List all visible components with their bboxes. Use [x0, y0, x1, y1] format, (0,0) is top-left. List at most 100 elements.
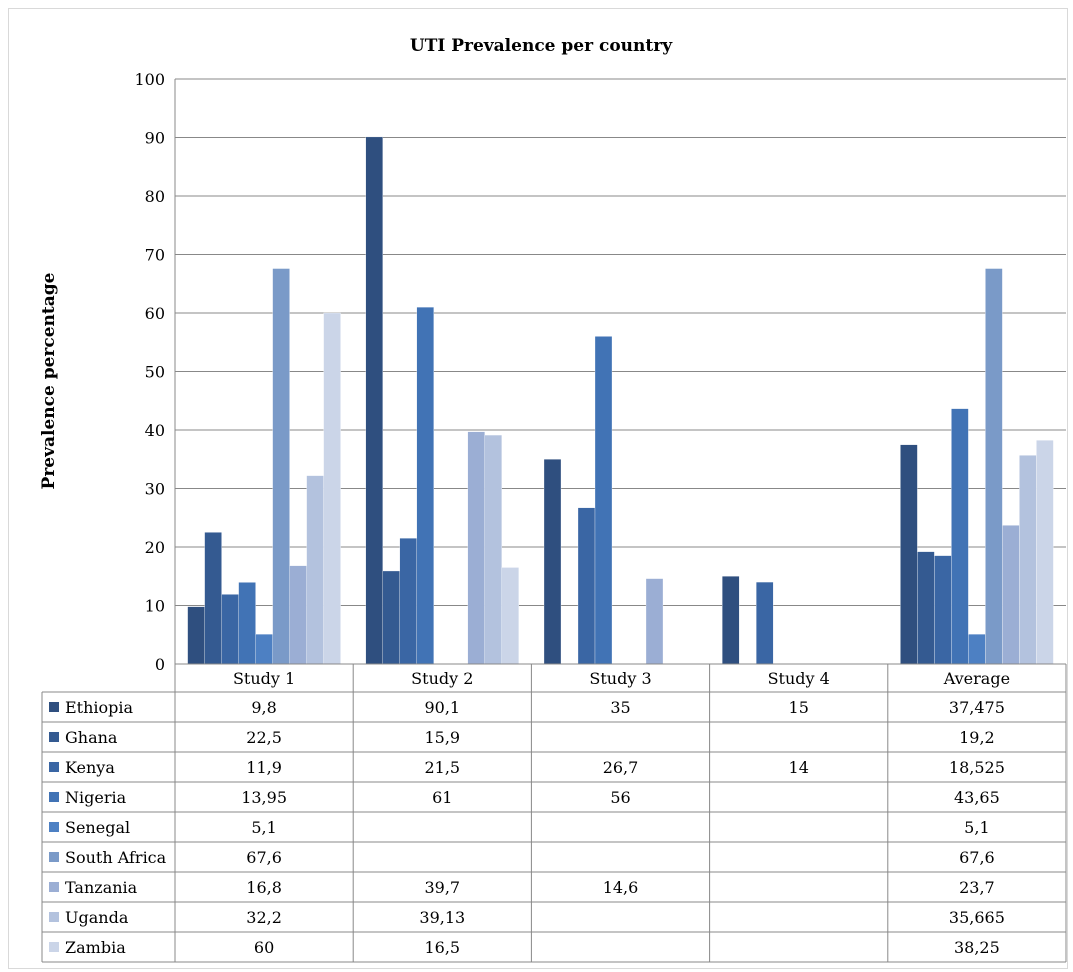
legend-label: South Africa	[65, 848, 167, 867]
legend-label: Ghana	[65, 728, 118, 747]
bar-zambia-study-1	[323, 312, 341, 665]
data-label: 15,9	[424, 728, 460, 747]
bar-tanzania-study-2	[467, 431, 485, 665]
bar-nigeria-study-2	[416, 306, 434, 665]
data-label: 39,7	[424, 878, 460, 897]
legend-label: Ethiopia	[65, 698, 134, 717]
bar-kenya-study-2	[399, 538, 417, 665]
y-tick-label: 70	[145, 246, 165, 265]
category-label: Study 4	[768, 669, 830, 688]
data-label: 38,25	[954, 938, 1000, 957]
y-tick-label: 30	[145, 480, 165, 499]
y-tick-label: 50	[145, 363, 165, 382]
bar-uganda-average	[1019, 455, 1037, 665]
data-label: 22,5	[246, 728, 282, 747]
legend-key	[49, 912, 59, 922]
bar-senegal-study-1	[255, 634, 273, 665]
bar-kenya-study-3	[577, 507, 596, 665]
y-tick-label: 100	[134, 70, 165, 89]
bar-senegal-average	[968, 634, 986, 665]
y-tick-label: 20	[145, 538, 165, 557]
bar-ethiopia-study-4	[722, 576, 740, 665]
legend-key	[49, 852, 59, 862]
data-label: 14,6	[603, 878, 639, 897]
y-tick-label: 80	[145, 187, 165, 206]
y-ticks: 0 10 20 30 40 50 60 70 80 90 100	[134, 70, 165, 674]
data-label: 35	[610, 698, 630, 717]
chart-title: UTI Prevalence per country	[410, 36, 673, 56]
data-label: 16,8	[246, 878, 282, 897]
data-label: 67,6	[959, 848, 995, 867]
bar-south-africa-study-1	[272, 268, 290, 665]
data-label: 16,5	[424, 938, 460, 957]
data-label: 67,6	[246, 848, 282, 867]
legend-label: Senegal	[65, 818, 130, 837]
legend-label: Uganda	[65, 908, 129, 927]
bar-tanzania-study-3	[645, 578, 664, 665]
data-table: Study 1 Study 2 Study 3 Study 4 Average Ethio…	[41, 663, 1067, 963]
bar-nigeria-average	[951, 408, 969, 665]
data-label: 5,1	[251, 818, 276, 837]
bar-tanzania-average	[1002, 525, 1020, 665]
legend-key	[49, 882, 59, 892]
data-label: 32,2	[246, 908, 282, 927]
data-label: 56	[610, 788, 630, 807]
bar-ghana-average	[917, 551, 935, 665]
data-label: 13,95	[241, 788, 287, 807]
y-tick-label: 90	[145, 129, 165, 148]
bar-kenya-study-4	[756, 581, 774, 665]
data-label: 60	[254, 938, 274, 957]
y-tick-label: 40	[145, 421, 165, 440]
y-axis-label: Prevalence percentage	[39, 272, 59, 489]
data-label: 21,5	[424, 758, 460, 777]
bar-kenya-average	[934, 555, 952, 665]
bars	[187, 136, 1054, 665]
legend-key	[49, 702, 59, 712]
legend-key	[49, 762, 59, 772]
bar-ghana-study-2	[382, 570, 400, 665]
bar-tanzania-study-1	[289, 565, 307, 665]
bar-nigeria-study-3	[594, 336, 613, 665]
y-tick-label: 60	[145, 304, 165, 323]
data-label: 9,8	[251, 698, 276, 717]
legend-key	[49, 732, 59, 742]
bar-ethiopia-study-1	[187, 606, 205, 665]
bar-south-africa-average	[985, 268, 1003, 665]
legend-label: Zambia	[65, 938, 126, 957]
bar-nigeria-study-1	[238, 582, 256, 665]
legend-label: Nigeria	[65, 788, 127, 807]
legend-key	[49, 792, 59, 802]
legend-key	[49, 942, 59, 952]
data-label: 23,7	[959, 878, 995, 897]
data-label: 35,665	[949, 908, 1005, 927]
data-label: 5,1	[964, 818, 989, 837]
legend-label: Kenya	[65, 758, 115, 777]
category-label: Average	[943, 669, 1010, 688]
bar-uganda-study-1	[306, 475, 324, 665]
data-label: 90,1	[424, 698, 460, 717]
category-label: Study 3	[589, 669, 651, 688]
data-label: 14	[789, 758, 809, 777]
data-label: 43,65	[954, 788, 1000, 807]
data-label: 39,13	[419, 908, 465, 927]
data-label: 18,525	[949, 758, 1005, 777]
y-tick-label: 10	[145, 597, 165, 616]
bar-ethiopia-average	[900, 444, 918, 665]
y-tick-label: 0	[155, 655, 165, 674]
bar-ethiopia-study-3	[543, 459, 562, 665]
bar-ethiopia-study-2	[365, 136, 383, 665]
chart: UTI Prevalence per country Prevalence pe…	[39, 36, 1067, 963]
bar-kenya-study-1	[221, 594, 239, 665]
data-label: 26,7	[603, 758, 639, 777]
bar-zambia-average	[1036, 440, 1054, 665]
data-label: 15	[789, 698, 809, 717]
data-label: 11,9	[246, 758, 282, 777]
legend-key	[49, 822, 59, 832]
bar-ghana-study-1	[204, 532, 222, 665]
data-label: 37,475	[949, 698, 1005, 717]
category-label: Study 1	[233, 669, 295, 688]
bar-uganda-study-2	[484, 434, 502, 665]
data-label: 19,2	[959, 728, 995, 747]
data-label: 61	[432, 788, 452, 807]
category-label: Study 2	[411, 669, 473, 688]
